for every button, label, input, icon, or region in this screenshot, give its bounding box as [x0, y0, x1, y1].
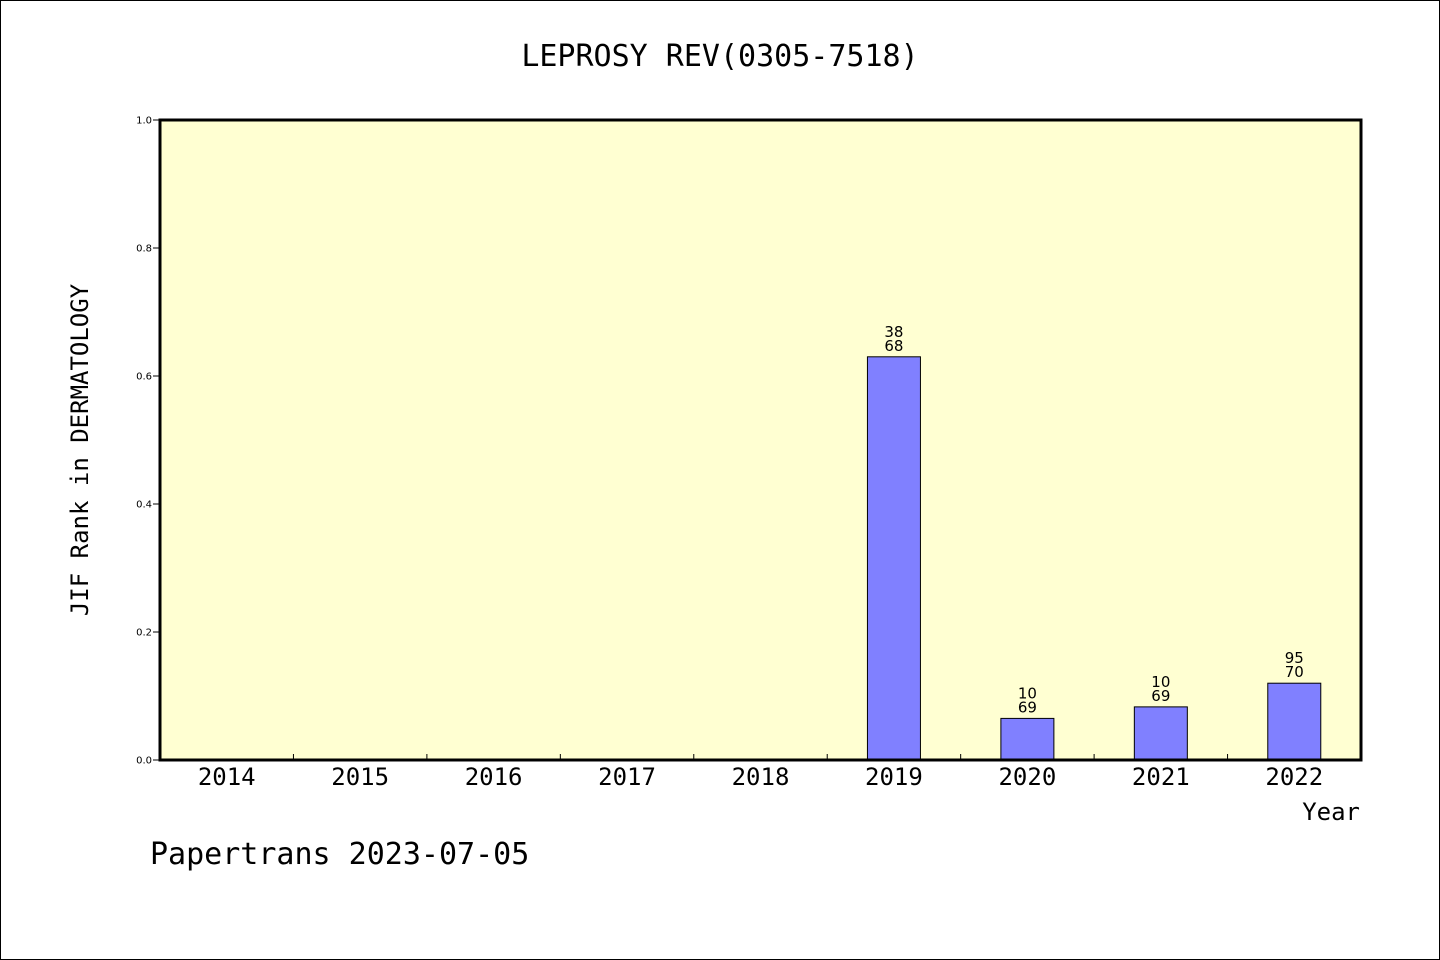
x-tick-label: 2019 — [865, 763, 923, 791]
x-tick-label: 2020 — [998, 763, 1056, 791]
footer-watermark: Papertrans 2023-07-05 — [150, 837, 529, 872]
x-tick-label: 2017 — [598, 763, 656, 791]
x-tick-label: 2021 — [1132, 763, 1190, 791]
y-tick-label: 0.8 — [136, 244, 152, 255]
bar-label-denominator: 68 — [884, 337, 903, 355]
x-axis-label: Year — [1302, 798, 1360, 826]
y-tick-label: 0.0 — [136, 756, 152, 767]
y-axis: 0.0 0.2 0.4 0.6 0.8 1.0 — [136, 116, 160, 767]
bar-2022 — [1267, 682, 1322, 761]
x-tick-label: 2016 — [465, 763, 523, 791]
y-axis-label: JIF Rank in DERMATOLOGY — [66, 283, 94, 616]
bar-2019 — [866, 356, 921, 761]
y-tick-label: 0.6 — [136, 372, 152, 383]
bar-label-denominator: 69 — [1018, 698, 1037, 716]
y-tick-label: 0.2 — [136, 628, 152, 639]
x-axis: 2014 2015 2016 2017 2018 2019 2020 2021 2022 — [198, 754, 1323, 791]
x-tick-label: 2022 — [1265, 763, 1323, 791]
x-tick-label: 2014 — [198, 763, 256, 791]
y-tick-label: 1.0 — [136, 116, 152, 127]
bar-label-numerator: 10 — [1151, 673, 1170, 691]
bar-2020 — [1000, 717, 1055, 761]
bar-label-denominator: 69 — [1151, 687, 1170, 705]
plot-border — [158, 118, 1363, 762]
bar-2021 — [1133, 706, 1188, 761]
bars-group — [866, 356, 1322, 761]
chart-title: LEPROSY REV(0305-7518) — [521, 39, 918, 74]
bar-label-denominator: 70 — [1285, 663, 1304, 681]
bar-label-numerator: 95 — [1285, 649, 1304, 667]
bar-label-numerator: 10 — [1018, 684, 1037, 702]
x-tick-label: 2018 — [732, 763, 790, 791]
plot-area — [160, 120, 1361, 760]
bar-label-numerator: 38 — [884, 323, 903, 341]
x-tick-label: 2015 — [331, 763, 389, 791]
y-tick-label: 0.4 — [136, 500, 152, 511]
